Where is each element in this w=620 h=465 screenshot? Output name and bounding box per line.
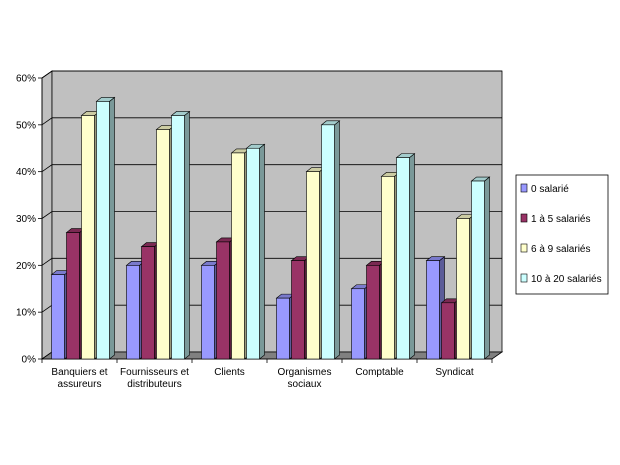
legend-swatch [520, 243, 528, 253]
legend-item: 0 salarié [520, 183, 569, 195]
gridline [41, 211, 502, 219]
bar-front [141, 246, 155, 360]
bar-side [334, 120, 340, 360]
bar [95, 96, 116, 360]
bar-front [231, 152, 245, 360]
gridline [41, 117, 502, 126]
x-category-label: Syndicat [435, 367, 474, 378]
legend: 0 salarié 1 à 5 salariés 6 à 9 salariés 10 … [515, 174, 609, 295]
bar-side [259, 143, 265, 360]
legend-swatch [520, 273, 528, 283]
bar-front [171, 115, 185, 360]
legend-swatch [520, 183, 528, 193]
y-tick-label: 0% [22, 355, 37, 366]
gridline [41, 164, 502, 172]
bar-front [456, 218, 470, 360]
bar [245, 143, 266, 360]
bar-front [201, 265, 215, 360]
legend-label: 1 à 5 salariés [531, 214, 590, 225]
bar-side [409, 152, 415, 360]
bar-front [351, 288, 365, 360]
bar-front [96, 101, 110, 360]
bar-front [306, 171, 320, 360]
bar [320, 120, 341, 360]
bar-front [81, 115, 95, 360]
legend-swatch [520, 213, 528, 223]
axis-labels: 0% 10% 20% 30% 40% 50% 60% Banquiers et assureur… [16, 74, 474, 391]
bar [470, 176, 491, 360]
legend-item: 6 à 9 salariés [520, 243, 590, 255]
bars [50, 96, 491, 360]
bar-side [184, 110, 190, 360]
x-category-label: Clients [214, 367, 245, 378]
bar [170, 110, 191, 360]
bar-side [484, 176, 490, 360]
y-tick-label: 30% [16, 214, 36, 225]
bar-front [441, 302, 455, 360]
y-tick-label: 10% [16, 308, 36, 319]
bar-front [216, 241, 230, 360]
legend-label: 0 salarié [531, 184, 569, 195]
x-category-label: Fournisseurs et distributeurs [120, 367, 189, 390]
y-tick-label: 40% [16, 167, 36, 178]
bar-front [381, 176, 395, 360]
bar-front [156, 129, 170, 360]
x-category-label: Banquiers et assureurs [51, 367, 107, 390]
x-category-label: Organismes sociaux [278, 367, 332, 390]
bar-front [66, 232, 80, 360]
y-tick-label: 60% [16, 74, 36, 85]
legend-item: 10 à 20 salariés [520, 273, 602, 285]
gridline [41, 70, 502, 79]
bar-front [126, 265, 140, 360]
bar-front [366, 265, 380, 360]
legend-item: 1 à 5 salariés [520, 213, 590, 225]
bar-front [51, 274, 65, 360]
bar-front [321, 124, 335, 360]
bar-front [246, 147, 260, 360]
y-tick-label: 50% [16, 120, 36, 131]
x-category-label: Comptable [355, 367, 404, 378]
gridline [41, 257, 502, 266]
bar-front [426, 260, 440, 360]
bar-front [396, 157, 410, 360]
bar-front [291, 260, 305, 360]
bar [395, 152, 416, 360]
legend-label: 10 à 20 salariés [531, 274, 602, 285]
bar-side [109, 96, 115, 360]
bar-front [471, 180, 485, 360]
bar-front [276, 297, 290, 360]
legend-label: 6 à 9 salariés [531, 244, 590, 255]
legend-box [515, 174, 609, 295]
y-tick-label: 20% [16, 261, 36, 272]
